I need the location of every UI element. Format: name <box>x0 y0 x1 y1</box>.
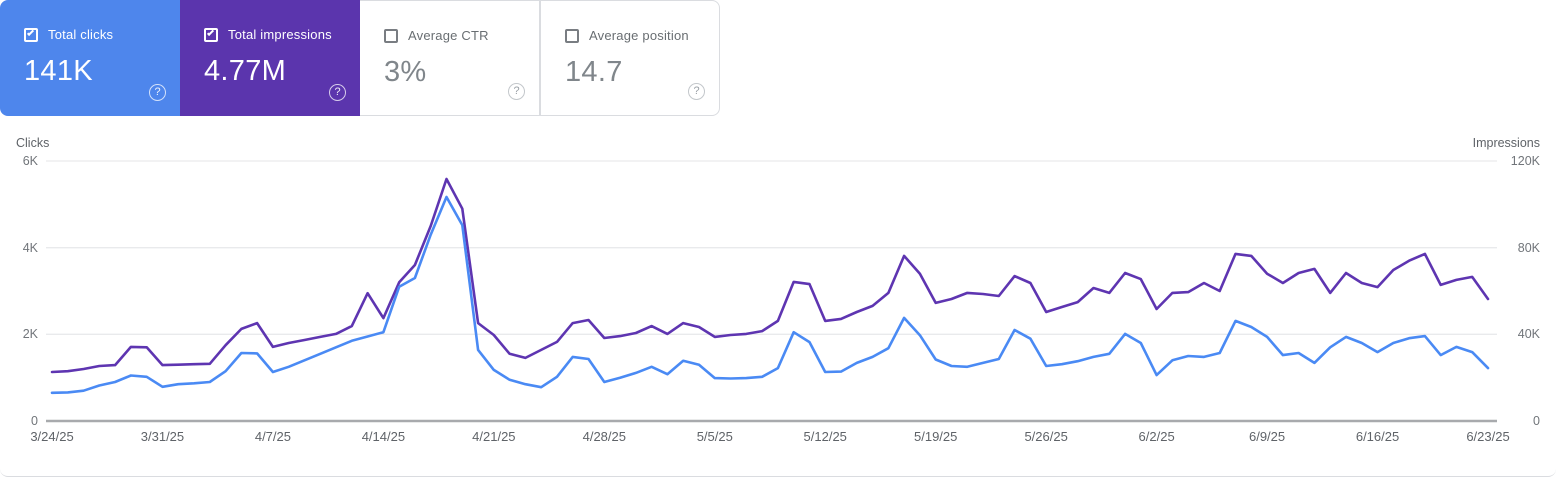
left-axis-title: Clicks <box>16 136 50 150</box>
x-axis-tick-label: 4/21/25 <box>472 429 516 444</box>
y-axis-right-tick-label: 40K <box>1517 327 1540 342</box>
checkmark-icon <box>206 28 215 36</box>
y-axis-right-tick-label: 80K <box>1517 240 1540 255</box>
performance-chart[interactable]: Clicks Impressions 0 0 2K 40K 4K 80K 6K 120K 3/2… <box>0 130 1556 477</box>
y-axis-left-tick-label: 2K <box>22 327 38 342</box>
metric-value: 141K <box>24 55 93 87</box>
metric-cards-row: Total clicks 141K ? Total impressions 4.… <box>0 0 720 116</box>
metric-value: 14.7 <box>565 56 623 88</box>
x-axis-tick-label: 6/9/25 <box>1248 429 1286 444</box>
x-axis-tick-label: 5/19/25 <box>914 429 958 444</box>
metric-card-header: Total impressions <box>204 27 336 42</box>
metric-value: 4.77M <box>204 55 287 87</box>
y-axis-left-tick-label: 6K <box>22 154 38 168</box>
metric-label: Total impressions <box>228 27 332 42</box>
x-axis-tick-label: 5/12/25 <box>803 429 847 444</box>
help-icon[interactable]: ? <box>149 84 166 101</box>
metric-label: Average position <box>589 28 689 43</box>
metric-label: Average CTR <box>408 28 489 43</box>
help-icon[interactable]: ? <box>688 83 705 100</box>
x-axis-tick-label: 4/28/25 <box>582 429 626 444</box>
right-axis-title: Impressions <box>1472 136 1540 150</box>
metric-value: 3% <box>384 56 427 88</box>
total-clicks-checkbox-checked-icon[interactable] <box>24 27 38 42</box>
x-axis-tick-label: 5/26/25 <box>1024 429 1068 444</box>
x-axis-tick-label: 6/23/25 <box>1466 429 1510 444</box>
metric-card-total-clicks[interactable]: Total clicks 141K ? <box>0 0 180 116</box>
x-axis-tick-label: 3/24/25 <box>30 429 74 444</box>
metric-card-header: Average CTR <box>384 28 515 43</box>
metric-card-header: Average position <box>565 28 695 43</box>
help-icon[interactable]: ? <box>508 83 525 100</box>
y-axis-right-tick-label: 120K <box>1510 154 1540 168</box>
y-axis-left-tick-label: 4K <box>22 240 38 255</box>
metric-card-header: Total clicks <box>24 27 156 42</box>
metric-card-average-position[interactable]: Average position 14.7 ? <box>540 0 720 116</box>
help-icon[interactable]: ? <box>329 84 346 101</box>
x-axis-tick-label: 5/5/25 <box>696 429 733 444</box>
y-axis-right-tick-label: 0 <box>1533 414 1540 428</box>
average-ctr-checkbox-unchecked-icon[interactable] <box>384 28 398 43</box>
metric-card-average-ctr[interactable]: Average CTR 3% ? <box>360 0 540 116</box>
metric-card-total-impressions[interactable]: Total impressions 4.77M ? <box>180 0 360 116</box>
clicks-series-line <box>50 195 1490 395</box>
checkmark-icon <box>26 28 35 36</box>
average-position-checkbox-unchecked-icon[interactable] <box>565 28 579 43</box>
x-axis-tick-label: 6/16/25 <box>1355 429 1400 444</box>
impressions-series-line <box>50 177 1490 374</box>
metric-label: Total clicks <box>48 27 114 42</box>
x-axis-tick-label: 4/7/25 <box>254 429 291 444</box>
x-axis-tick-label: 3/31/25 <box>140 429 185 444</box>
total-impressions-checkbox-checked-icon[interactable] <box>204 27 218 42</box>
y-axis-left-tick-label: 0 <box>31 414 38 428</box>
x-axis-tick-label: 4/14/25 <box>361 429 406 444</box>
performance-chart-svg[interactable] <box>0 130 1556 477</box>
x-axis-tick-label: 6/2/25 <box>1138 429 1175 444</box>
